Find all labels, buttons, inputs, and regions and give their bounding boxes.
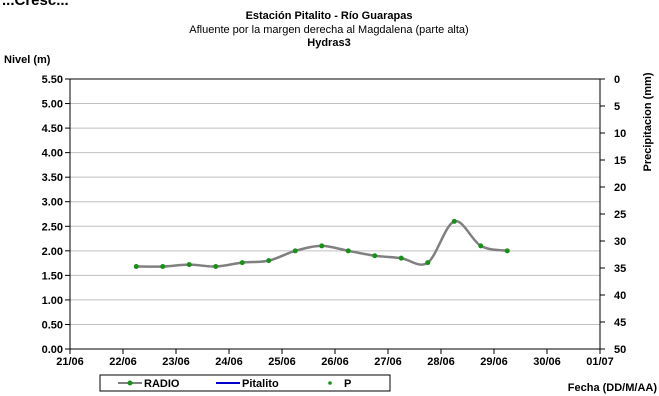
legend-items: RADIO Pitalito P	[118, 378, 351, 390]
gridlines	[70, 103, 600, 325]
chart-subtitle-2: Hydras3	[307, 37, 350, 49]
chart-subtitle: Afluente por la margen derecha al Magdal…	[189, 24, 468, 36]
chart-title: Estación Pitalito - Río Guarapas	[246, 10, 413, 22]
legend-label: RADIO	[144, 378, 180, 390]
legend-marker	[127, 380, 133, 386]
cropped-header-text: ...Cresc...	[2, 0, 69, 9]
series-layer	[133, 218, 510, 270]
legend-swatch-p	[328, 381, 332, 385]
data-point	[213, 264, 219, 270]
x-tick-label: 30/06	[533, 356, 561, 368]
plot-area: 0.00 0.50 1.00 1.50 2.00 2.50 3.00 3.50 4.00 4.50…	[42, 74, 627, 368]
x-tick-label: 26/06	[321, 356, 349, 368]
y-tick-label: 5.00	[42, 99, 63, 111]
plot-frame	[69, 78, 601, 350]
y-tick-label: 3.50	[42, 172, 63, 184]
y2-tick-label: 10	[614, 128, 626, 140]
legend-box	[99, 374, 391, 392]
y2-tick-label: 45	[614, 317, 626, 329]
y-tick-label: 1.50	[42, 270, 63, 282]
x-tick-label: 24/06	[215, 356, 243, 368]
y-tick-label: 0.00	[42, 344, 63, 356]
data-point	[266, 258, 272, 264]
legend-label: Pitalito	[242, 378, 279, 390]
x-tick-label: 28/06	[427, 356, 455, 368]
y-tick-label: 1.00	[42, 295, 63, 307]
y2-tick-label: 25	[614, 209, 626, 221]
y2-tick-label: 20	[614, 182, 626, 194]
data-point	[372, 253, 378, 259]
data-point	[425, 260, 431, 266]
y-tick-label: 5.50	[42, 74, 63, 86]
data-point	[345, 248, 351, 254]
data-point	[398, 255, 404, 261]
y-tick-label: 3.00	[42, 197, 63, 209]
data-point	[478, 243, 484, 249]
y2-axis: 0 5 10 15 20 25 30 35 40 45 50	[600, 74, 626, 356]
y-tick-label: 2.00	[42, 246, 63, 258]
data-point	[133, 264, 139, 270]
legend-label: P	[344, 378, 351, 390]
x-tick-label: 29/06	[480, 356, 508, 368]
y-tick-label: 0.50	[42, 319, 63, 331]
y2-tick-label: 50	[614, 344, 626, 356]
y-tick-label: 4.00	[42, 148, 63, 160]
legend: RADIO Pitalito P	[99, 374, 391, 392]
x-tick-label: 01/07	[586, 356, 614, 368]
y2-tick-label: 40	[614, 290, 626, 302]
x-axis: 21/06 22/06 23/06 24/06 25/06 26/06 27/06 28/06…	[56, 349, 614, 368]
x-tick-label: 21/06	[56, 356, 84, 368]
data-point	[239, 260, 245, 266]
x-axis-title: Fecha (DD/M/AA)	[568, 382, 658, 394]
y2-tick-label: 15	[614, 155, 626, 167]
y-axis-title: Nivel (m)	[4, 54, 51, 66]
x-tick-label: 22/06	[109, 356, 137, 368]
data-point	[160, 264, 166, 270]
x-tick-label: 25/06	[268, 356, 296, 368]
y2-tick-label: 5	[614, 101, 620, 113]
y2-tick-label: 30	[614, 236, 626, 248]
data-point	[504, 248, 510, 254]
y-tick-label: 2.50	[42, 221, 63, 233]
data-point	[186, 262, 192, 268]
data-point	[292, 248, 298, 254]
x-tick-label: 23/06	[162, 356, 190, 368]
x-tick-label: 27/06	[374, 356, 402, 368]
y2-axis-title: Precipitacion (mm)	[642, 72, 654, 171]
y-axis: 0.00 0.50 1.00 1.50 2.00 2.50 3.00 3.50 4.00 4.50…	[42, 74, 70, 356]
y2-tick-label: 0	[614, 74, 620, 86]
data-point	[319, 243, 325, 249]
y2-tick-label: 35	[614, 263, 626, 275]
data-point	[451, 218, 457, 224]
y-tick-label: 4.50	[42, 123, 63, 135]
